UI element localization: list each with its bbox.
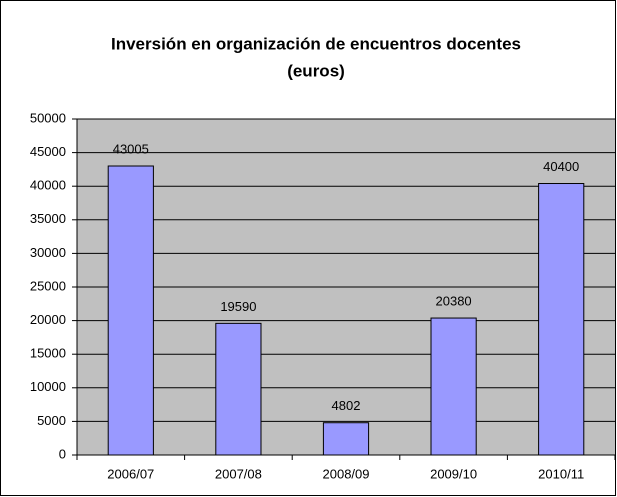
- x-tick-label: 2008/09: [323, 466, 370, 481]
- bar: [430, 317, 477, 456]
- data-label: 19590: [220, 299, 256, 314]
- data-label: 20380: [436, 293, 472, 308]
- y-tick-label: 10000: [30, 379, 66, 394]
- y-tick-label: 5000: [37, 413, 66, 428]
- y-tick-label: 0: [59, 446, 66, 461]
- bar: [538, 183, 585, 456]
- y-tick-label: 25000: [30, 278, 66, 293]
- data-label: 43005: [113, 141, 149, 156]
- x-tick-label: 2010/11: [538, 466, 584, 481]
- bar: [215, 322, 262, 456]
- y-tick-label: 30000: [30, 245, 66, 260]
- y-tick-label: 35000: [30, 211, 66, 226]
- data-label: 40400: [543, 159, 579, 174]
- y-tick-label: 40000: [30, 178, 66, 193]
- data-label: 4802: [332, 398, 361, 413]
- x-tick-label: 2007/08: [215, 466, 262, 481]
- chart-title: Inversión en organización de encuentros …: [111, 34, 521, 53]
- x-tick-label: 2006/07: [107, 466, 154, 481]
- bar: [107, 165, 154, 456]
- y-tick-label: 50000: [30, 110, 66, 125]
- y-tick-label: 20000: [30, 312, 66, 327]
- x-tick-label: 2009/10: [430, 466, 477, 481]
- bar: [322, 422, 370, 456]
- y-tick-label: 45000: [30, 144, 66, 159]
- y-tick-label: 15000: [30, 346, 66, 361]
- chart-title: (euros): [287, 61, 345, 80]
